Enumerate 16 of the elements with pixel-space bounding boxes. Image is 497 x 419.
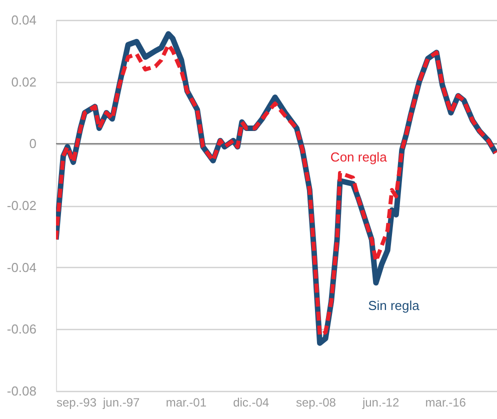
y-tick-label: 0.02: [11, 74, 36, 90]
x-tick-label: sep.-93: [56, 396, 97, 410]
x-tick-label: jun.-97: [102, 396, 140, 410]
x-tick-label: mar.-01: [166, 396, 207, 410]
y-tick-label: -0.02: [6, 198, 36, 213]
x-tick-label: sep.-08: [296, 396, 336, 410]
y-tick-label: -0.06: [6, 322, 36, 337]
series-label: Sin regla: [368, 298, 420, 314]
x-tick-label: dic.-04: [233, 396, 270, 410]
y-tick-label: -0.08: [6, 384, 36, 398]
series-label: Con regla: [330, 149, 388, 164]
y-tick-label: 0: [29, 136, 36, 152]
x-tick-label: jun.-12: [361, 396, 400, 410]
x-tick-label: mar.-16: [425, 396, 466, 410]
y-tick-label: 0.04: [11, 12, 36, 28]
y-tick-label: -0.04: [6, 260, 36, 275]
